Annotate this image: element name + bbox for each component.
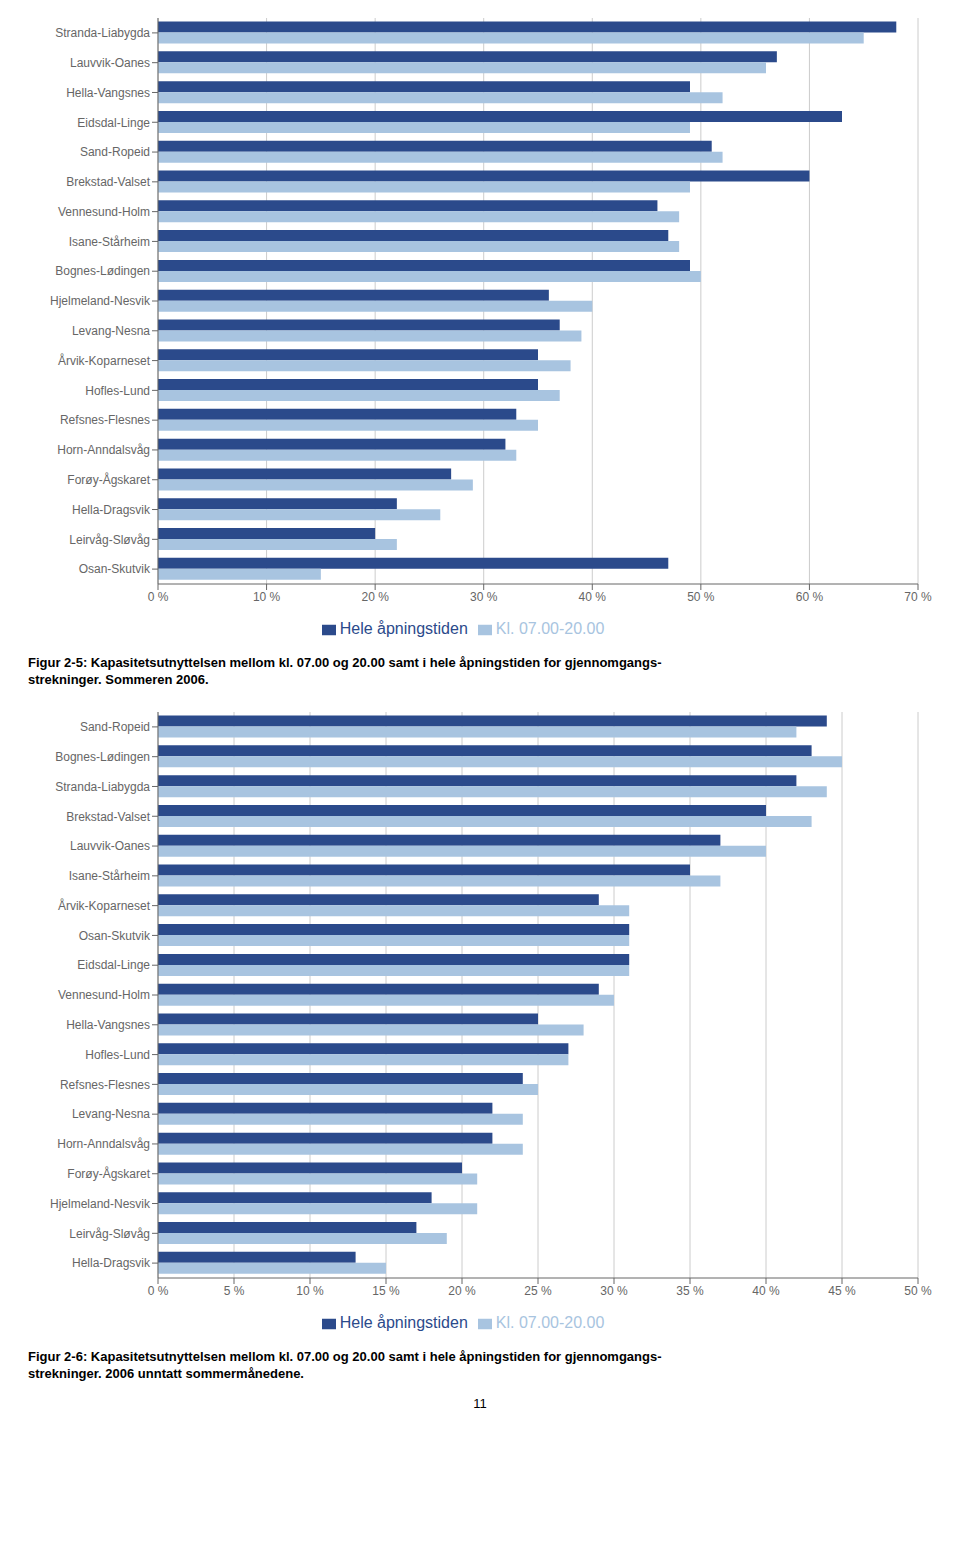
svg-text:Lauvvik-Oanes: Lauvvik-Oanes [70,839,150,853]
svg-text:Hella-Dragsvik: Hella-Dragsvik [72,503,151,517]
svg-text:Lauvvik-Oanes: Lauvvik-Oanes [70,56,150,70]
svg-text:Leirvåg-Sløvåg: Leirvåg-Sløvåg [69,1227,150,1241]
svg-text:Brekstad-Valset: Brekstad-Valset [66,810,150,824]
html-text:Kl. 07.00-20.00: Kl. 07.00-20.00 [495,1314,605,1331]
svg-text:20 %: 20 % [361,590,389,604]
svg-text:Bognes-Lødingen: Bognes-Lødingen [55,750,150,764]
svg-text:Osan-Skutvik: Osan-Skutvik [79,929,151,943]
html-text:Figur 2-6: Kapasitetsutnyttels: Figur 2-6: Kapasitetsutnyttelsen mellom … [28,1349,662,1364]
svg-text:0 %: 0 % [148,590,169,604]
svg-text:Forøy-Ågskaret: Forøy-Ågskaret [67,472,150,487]
svg-text:Horn-Anndalsvåg: Horn-Anndalsvåg [57,1137,150,1151]
svg-text:Levang-Nesna: Levang-Nesna [72,324,150,338]
svg-text:Hjelmeland-Nesvik: Hjelmeland-Nesvik [50,294,151,308]
svg-text:Hofles-Lund: Hofles-Lund [85,384,150,398]
svg-text:Refsnes-Flesnes: Refsnes-Flesnes [60,413,150,427]
svg-text:Hjelmeland-Nesvik: Hjelmeland-Nesvik [50,1197,151,1211]
svg-text:Årvik-Koparneset: Årvik-Koparneset [58,898,151,913]
svg-text:25 %: 25 % [524,1284,552,1298]
svg-text:5 %: 5 % [224,1284,245,1298]
svg-text:Eidsdal-Linge: Eidsdal-Linge [77,958,150,972]
svg-text:Horn-Anndalsvåg: Horn-Anndalsvåg [57,443,150,457]
svg-text:60 %: 60 % [796,590,824,604]
svg-text:50 %: 50 % [904,1284,932,1298]
svg-text:40 %: 40 % [579,590,607,604]
html-text:11: 11 [473,1396,487,1411]
svg-text:10 %: 10 % [296,1284,324,1298]
svg-text:40 %: 40 % [752,1284,780,1298]
svg-text:15 %: 15 % [372,1284,400,1298]
svg-text:45 %: 45 % [828,1284,856,1298]
svg-text:Hofles-Lund: Hofles-Lund [85,1048,150,1062]
html-text:Hele åpningstiden: Hele åpningstiden [339,620,468,637]
svg-text:Hella-Vangsnes: Hella-Vangsnes [66,1018,150,1032]
svg-text:Leirvåg-Sløvåg: Leirvåg-Sløvåg [69,533,150,547]
svg-text:0 %: 0 % [148,1284,169,1298]
html-text:Kl. 07.00-20.00: Kl. 07.00-20.00 [495,620,605,637]
html-text:strekninger. 2006 unntatt somm: strekninger. 2006 unntatt sommermånedene… [28,1366,304,1381]
svg-text:50 %: 50 % [687,590,715,604]
svg-text:10 %: 10 % [253,590,281,604]
svg-text:Stranda-Liabygda: Stranda-Liabygda [55,26,150,40]
svg-text:Sand-Ropeid: Sand-Ropeid [80,720,150,734]
html-text:strekninger. Sommeren 2006.: strekninger. Sommeren 2006. [28,672,209,687]
svg-text:Isane-Stårheim: Isane-Stårheim [69,235,150,249]
svg-text:Forøy-Ågskaret: Forøy-Ågskaret [67,1166,150,1181]
html-text:Figur 2-5: Kapasitetsutnyttels: Figur 2-5: Kapasitetsutnyttelsen mellom … [28,655,662,670]
svg-text:Bognes-Lødingen: Bognes-Lødingen [55,264,150,278]
svg-text:30 %: 30 % [600,1284,628,1298]
svg-text:Refsnes-Flesnes: Refsnes-Flesnes [60,1078,150,1092]
svg-text:Levang-Nesna: Levang-Nesna [72,1107,150,1121]
svg-text:Vennesund-Holm: Vennesund-Holm [58,988,150,1002]
svg-text:Osan-Skutvik: Osan-Skutvik [79,562,151,576]
svg-text:35 %: 35 % [676,1284,704,1298]
svg-text:Årvik-Koparneset: Årvik-Koparneset [58,353,151,368]
svg-text:Isane-Stårheim: Isane-Stårheim [69,869,150,883]
svg-text:Hella-Vangsnes: Hella-Vangsnes [66,86,150,100]
svg-text:20 %: 20 % [448,1284,476,1298]
svg-text:Vennesund-Holm: Vennesund-Holm [58,205,150,219]
svg-text:Stranda-Liabygda: Stranda-Liabygda [55,780,150,794]
svg-text:70 %: 70 % [904,590,932,604]
html-text:Hele åpningstiden: Hele åpningstiden [339,1314,468,1331]
svg-text:Brekstad-Valset: Brekstad-Valset [66,175,150,189]
svg-text:Sand-Ropeid: Sand-Ropeid [80,145,150,159]
svg-text:30 %: 30 % [470,590,498,604]
svg-text:Hella-Dragsvik: Hella-Dragsvik [72,1256,151,1270]
svg-text:Eidsdal-Linge: Eidsdal-Linge [77,116,150,130]
